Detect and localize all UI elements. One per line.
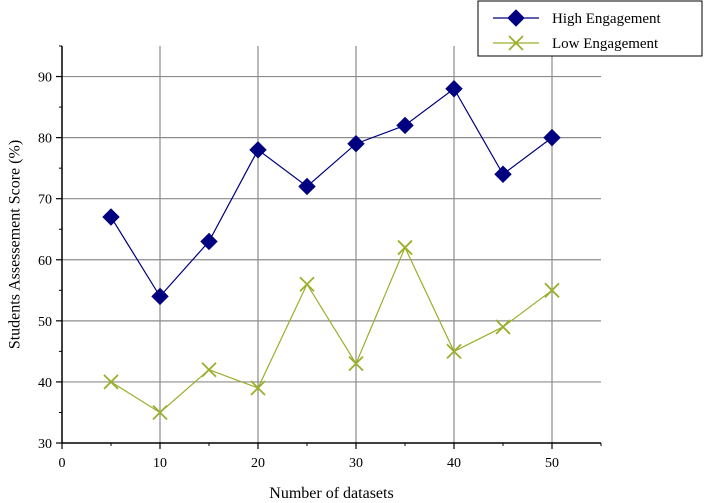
- series-line: [110, 246, 553, 414]
- x-marker-stroke: [397, 239, 413, 256]
- x-marker: [544, 282, 560, 298]
- y-tick-label: 40: [38, 376, 52, 391]
- x-marker-stroke: [495, 319, 511, 335]
- data-series: [102, 80, 561, 421]
- y-tick-label: 60: [38, 254, 52, 269]
- x-marker-stroke: [152, 404, 168, 421]
- series-line: [110, 87, 553, 298]
- x-marker: [508, 35, 524, 51]
- diamond-marker: [347, 135, 365, 153]
- y-tick-label: 50: [38, 315, 52, 330]
- x-tick-label: 0: [59, 456, 66, 471]
- series-low-engagement: [103, 239, 560, 421]
- legend-item: High Engagement: [493, 9, 662, 27]
- x-axis-ticks: 0 10 20 30 40 50: [59, 443, 602, 471]
- diamond-marker: [298, 177, 316, 196]
- y-axis-title: Students Assessement Score (%): [7, 140, 24, 349]
- x-marker: [348, 355, 364, 372]
- x-marker-stroke: [544, 282, 560, 298]
- x-tick-label: 10: [153, 456, 167, 471]
- x-marker: [201, 362, 217, 378]
- axes: [61, 46, 601, 444]
- diamond-marker: [102, 208, 120, 226]
- legend: High Engagement Low Engagement: [477, 0, 703, 57]
- diamond-marker: [396, 116, 414, 135]
- legend-item: Low Engagement: [493, 35, 659, 52]
- series-high-engagement: [102, 80, 561, 306]
- x-tick-label: 30: [349, 456, 363, 471]
- diamond-marker: [200, 232, 218, 251]
- x-tick-label: 40: [447, 456, 461, 471]
- x-marker-stroke: [348, 355, 364, 372]
- diamond-marker: [494, 165, 512, 183]
- x-tick-label: 20: [251, 456, 265, 471]
- diamond-marker: [249, 141, 267, 159]
- x-marker: [446, 343, 462, 360]
- legend-label: High Engagement: [552, 11, 662, 27]
- x-marker-stroke: [508, 35, 524, 51]
- x-tick-label: 50: [545, 456, 559, 471]
- x-marker-stroke: [299, 276, 315, 292]
- x-marker: [397, 239, 413, 256]
- y-tick-label: 80: [38, 132, 52, 147]
- diamond-marker: [543, 128, 561, 147]
- x-marker-stroke: [201, 362, 217, 378]
- x-marker-stroke: [103, 374, 119, 390]
- y-tick-label: 70: [38, 193, 52, 208]
- grid-lines: [62, 46, 601, 443]
- diamond-marker: [445, 80, 463, 98]
- y-tick-label: 90: [38, 71, 52, 86]
- x-marker: [250, 380, 266, 396]
- diamond-marker: [507, 9, 525, 27]
- legend-label: Low Engagement: [552, 36, 659, 52]
- x-marker: [495, 319, 511, 335]
- x-marker-stroke: [250, 380, 266, 396]
- y-tick-label: 30: [38, 437, 52, 452]
- x-marker: [103, 374, 119, 390]
- x-axis-title: Number of datasets: [269, 485, 393, 502]
- x-marker: [299, 276, 315, 292]
- y-axis-ticks: 30 40 50 60 70 80 90: [38, 45, 62, 452]
- x-marker: [152, 404, 168, 421]
- diamond-marker: [151, 287, 169, 306]
- x-marker-stroke: [446, 343, 462, 360]
